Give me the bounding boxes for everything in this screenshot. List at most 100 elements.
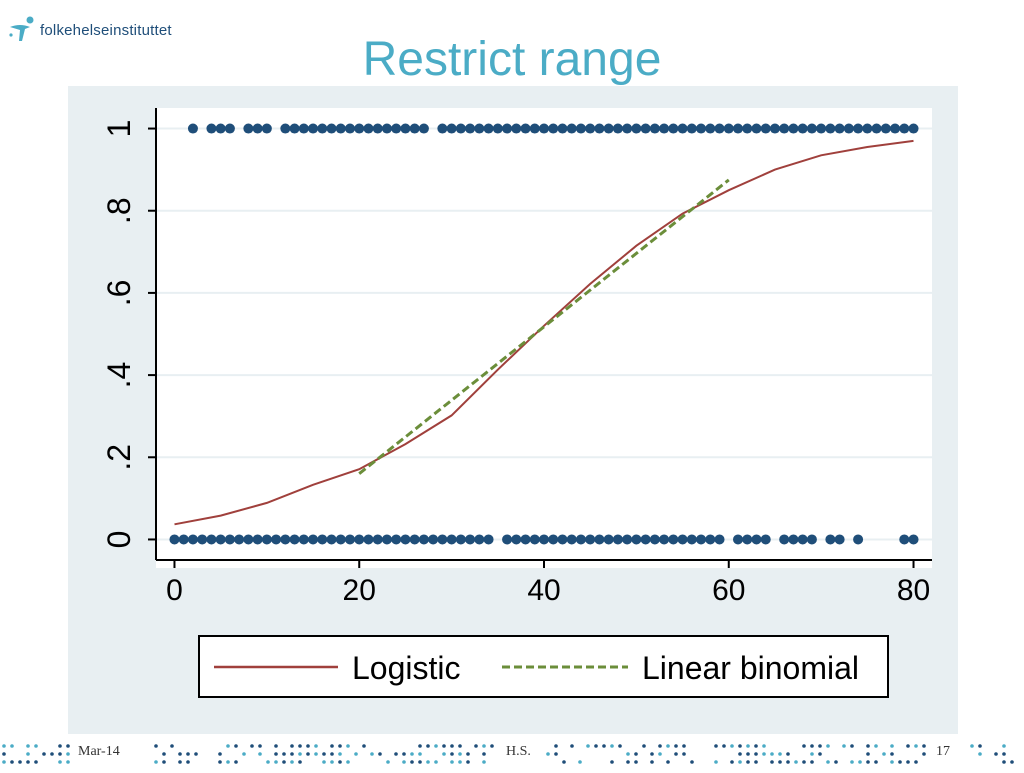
footer-dot: [906, 744, 910, 748]
footer-dot: [722, 744, 726, 748]
data-point: [677, 123, 688, 134]
footer-dot: [58, 744, 62, 748]
footer-dot: [890, 760, 894, 764]
data-point: [908, 123, 919, 134]
footer-dot: [730, 760, 734, 764]
data-point: [696, 123, 707, 134]
data-point: [317, 123, 328, 134]
footer-dot: [746, 744, 750, 748]
data-point: [566, 534, 577, 545]
data-point: [594, 123, 605, 134]
data-point: [243, 123, 254, 134]
footer-dot: [314, 752, 318, 756]
plot-area: [156, 108, 932, 568]
data-point: [418, 534, 429, 545]
footer-dot: [554, 744, 558, 748]
data-point: [751, 534, 762, 545]
data-point: [548, 123, 559, 134]
footer-dot: [218, 752, 222, 756]
footer-dot: [346, 760, 350, 764]
footer-dot: [642, 744, 646, 748]
data-point: [649, 123, 660, 134]
data-point: [437, 123, 448, 134]
footer-dot: [626, 760, 630, 764]
footer-dot: [818, 752, 822, 756]
footer-dot: [826, 744, 830, 748]
footer-dot: [858, 760, 862, 764]
data-point: [418, 123, 429, 134]
footer-dot: [922, 752, 926, 756]
data-point: [483, 534, 494, 545]
data-point: [742, 123, 753, 134]
footer-dot: [410, 760, 414, 764]
footer-dot: [442, 752, 446, 756]
footer-dot: [754, 752, 758, 756]
footer-dot: [274, 760, 278, 764]
footer-dot: [866, 752, 870, 756]
footer-dot: [226, 744, 230, 748]
footer-dot: [362, 744, 366, 748]
data-point: [825, 534, 836, 545]
data-point: [520, 123, 531, 134]
data-point: [187, 123, 198, 134]
data-point: [806, 123, 817, 134]
data-point: [797, 534, 808, 545]
y-tick-label: .2: [101, 444, 137, 471]
footer-dot: [314, 744, 318, 748]
footer-dot: [810, 752, 814, 756]
footer-dot: [466, 752, 470, 756]
footer-dot: [666, 760, 670, 764]
data-point: [539, 123, 549, 134]
data-point: [797, 123, 808, 134]
data-point: [187, 534, 198, 545]
footer: [0, 736, 1024, 768]
footer-dot: [650, 752, 654, 756]
footer-dot: [682, 744, 686, 748]
data-point: [224, 534, 235, 545]
data-point: [261, 534, 272, 545]
data-point: [317, 534, 328, 545]
footer-dot: [178, 752, 182, 756]
data-point: [372, 534, 383, 545]
data-point: [178, 534, 189, 545]
data-point: [169, 534, 180, 545]
footer-dot: [570, 744, 574, 748]
series-line-linear-binomial: [358, 178, 730, 475]
data-point: [243, 534, 254, 545]
footer-dot: [66, 752, 70, 756]
data-point: [668, 123, 679, 134]
footer-dot: [34, 744, 38, 748]
data-point: [280, 123, 291, 134]
footer-dot: [330, 752, 334, 756]
footer-dot: [562, 760, 566, 764]
data-point: [853, 534, 864, 545]
x-tick-label: 40: [527, 574, 560, 607]
data-point: [511, 123, 522, 134]
y-tick-label: 1: [101, 120, 137, 138]
footer-dot: [802, 744, 806, 748]
series-line-logistic: [174, 139, 914, 526]
footer-dot: [866, 744, 870, 748]
footer-dot: [426, 744, 430, 748]
data-point: [899, 534, 910, 545]
y-tick-label: .6: [101, 280, 137, 307]
legend-label-logistic: Logistic: [352, 650, 461, 686]
footer-dot: [258, 744, 262, 748]
data-point: [714, 534, 725, 545]
data-point: [853, 123, 864, 134]
data-point: [834, 534, 845, 545]
data-point: [271, 534, 282, 545]
footer-dot: [386, 760, 390, 764]
data-point: [825, 123, 836, 134]
data-point: [197, 534, 208, 545]
footer-dot: [794, 760, 798, 764]
data-point: [465, 123, 476, 134]
footer-dot: [882, 752, 886, 756]
footer-dot: [826, 760, 830, 764]
footer-dot: [298, 744, 302, 748]
data-point: [539, 534, 549, 545]
footer-dot: [330, 760, 334, 764]
footer-dot: [490, 744, 494, 748]
footer-dot: [322, 752, 326, 756]
data-point: [788, 534, 799, 545]
